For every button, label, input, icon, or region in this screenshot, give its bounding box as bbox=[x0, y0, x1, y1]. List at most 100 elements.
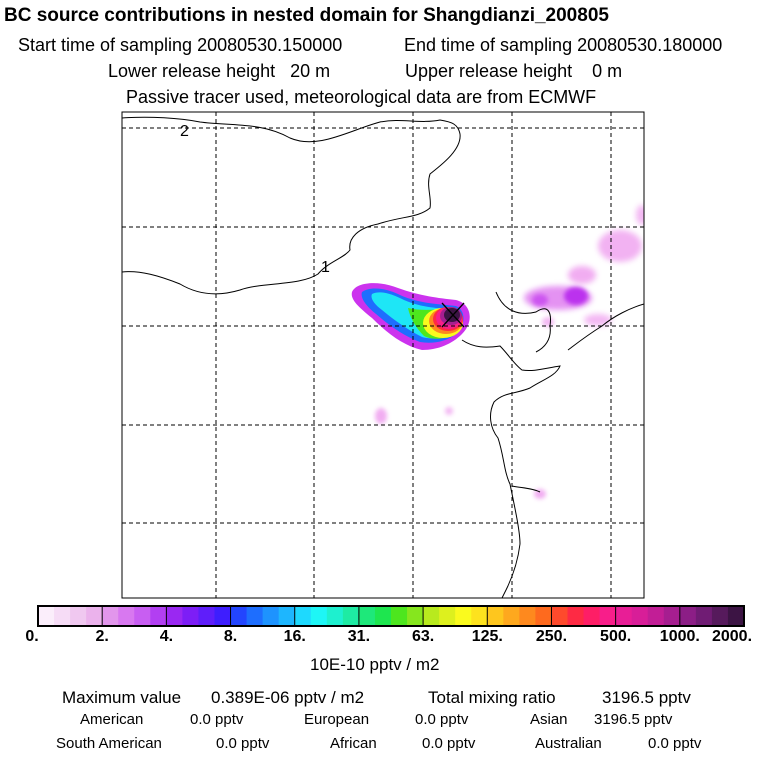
coastline-korea bbox=[567, 303, 644, 351]
colorbar-tick-label: 8. bbox=[223, 628, 238, 645]
colorbar-cell bbox=[198, 606, 215, 626]
region-south-american-label: South American bbox=[56, 735, 162, 752]
colorbar-tick-label: 0. bbox=[25, 628, 39, 645]
colorbar-cell bbox=[711, 606, 729, 626]
tracer-note: Passive tracer used, meteorological data… bbox=[126, 87, 597, 107]
upper-release-label: Upper release height bbox=[405, 61, 573, 81]
colorbar-cell bbox=[150, 606, 167, 626]
colorbar-cell bbox=[663, 606, 681, 626]
colorbar-cell bbox=[262, 606, 280, 626]
colorbar-cell bbox=[567, 606, 585, 626]
max-value: 0.389E-06 pptv / m2 bbox=[211, 688, 365, 707]
plume-patch bbox=[598, 230, 642, 262]
region-australian-value: 0.0 pptv bbox=[648, 735, 702, 752]
receptor-marker bbox=[441, 302, 465, 328]
colorbar-cell bbox=[310, 606, 328, 626]
map-frame bbox=[121, 111, 645, 599]
start-time-value: 20080530.150000 bbox=[197, 35, 343, 55]
coastline-shandong bbox=[461, 339, 561, 598]
colorbar-cell bbox=[86, 606, 103, 626]
end-time-value: 20080530.180000 bbox=[577, 35, 723, 55]
colorbar-tick-label: 250. bbox=[535, 628, 568, 645]
colorbar-cell bbox=[342, 606, 360, 626]
colorbar-cell bbox=[246, 606, 264, 626]
colorbar-cell bbox=[294, 606, 312, 626]
colorbar-cell bbox=[230, 606, 248, 626]
colorbar-cell bbox=[326, 606, 344, 626]
colorbar-cell bbox=[583, 606, 601, 626]
colorbar-frame bbox=[37, 605, 745, 627]
region-european-label: European bbox=[304, 711, 370, 728]
colorbar-cell bbox=[358, 606, 376, 626]
colorbar-cell bbox=[727, 606, 745, 626]
colorbar-cell bbox=[182, 606, 199, 626]
colorbar-tick-label: 1000. bbox=[659, 628, 700, 645]
colorbar-cell bbox=[423, 606, 440, 626]
plume-patch bbox=[568, 266, 596, 284]
colorbar-tick-label: 4. bbox=[159, 628, 174, 645]
colorbar-cell bbox=[439, 606, 456, 626]
start-time: Start time of sampling 20080530.150000 bbox=[18, 36, 342, 54]
colorbar-tick-label: 63. bbox=[411, 628, 435, 645]
colorbar-cell bbox=[38, 606, 55, 626]
colorbar-cell bbox=[391, 606, 408, 626]
total-mixing-value: 3196.5 pptv bbox=[602, 688, 691, 707]
plume-patch bbox=[532, 294, 548, 306]
plume-patch bbox=[375, 408, 387, 424]
map-label-2: 2 bbox=[180, 123, 189, 140]
end-time-label: End time of sampling bbox=[404, 35, 573, 55]
region-south-american-value: 0.0 pptv bbox=[216, 735, 270, 752]
colorbar-cell bbox=[102, 606, 119, 626]
map-gridlines bbox=[122, 112, 644, 598]
plume-patch bbox=[534, 489, 546, 499]
upper-release-height: Upper release height 0 m bbox=[405, 62, 622, 80]
coastline-bohai-north bbox=[495, 291, 551, 353]
colorbar-cell bbox=[118, 606, 135, 626]
colorbar-cell bbox=[647, 606, 665, 626]
colorbar-cell bbox=[599, 606, 617, 626]
colorbar-cell bbox=[695, 606, 713, 626]
colorbar-cell bbox=[54, 606, 71, 626]
region-australian-label: Australian bbox=[535, 735, 602, 752]
colorbar-cell bbox=[487, 606, 504, 626]
chart-title: BC source contributions in nested domain… bbox=[4, 5, 609, 26]
colorbar-cell bbox=[70, 606, 87, 626]
colorbar-cell bbox=[214, 606, 232, 626]
colorbar-cell bbox=[519, 606, 536, 626]
lower-release-value: 20 m bbox=[290, 61, 331, 81]
colorbar-cell bbox=[615, 606, 633, 626]
end-time: End time of sampling 20080530.180000 bbox=[404, 36, 722, 54]
colorbar-tick-label: 31. bbox=[347, 628, 371, 645]
colorbar-cell bbox=[679, 606, 697, 626]
region-asian-label: Asian bbox=[530, 711, 568, 728]
plume-patch bbox=[445, 407, 453, 415]
region-american-value: 0.0 pptv bbox=[190, 711, 244, 728]
colorbar-cell bbox=[631, 606, 649, 626]
plume-patch bbox=[564, 287, 588, 305]
colorbar-tick-label: 500. bbox=[600, 628, 632, 645]
coastlines bbox=[122, 116, 644, 598]
colorbar-cell bbox=[455, 606, 472, 626]
region-european-value: 0.0 pptv bbox=[415, 711, 469, 728]
colorbar-cell bbox=[471, 606, 488, 626]
coastline-border-north bbox=[122, 116, 461, 295]
map-label-1: 1 bbox=[321, 259, 330, 276]
region-asian-value: 3196.5 pptv bbox=[594, 711, 673, 728]
max-value-label: Maximum value bbox=[62, 688, 182, 707]
colorbar-cell bbox=[134, 606, 151, 626]
colorbar-tick-label: 125. bbox=[471, 628, 503, 645]
colorbar-tick-label: 2. bbox=[95, 628, 109, 645]
colorbar-unit-label: 10E-10 pptv / m2 bbox=[310, 655, 440, 674]
region-american-label: American bbox=[80, 711, 144, 728]
plume-northeast bbox=[375, 205, 644, 499]
lower-release-height: Lower release height 20 m bbox=[108, 62, 330, 80]
colorbar-cell bbox=[374, 606, 392, 626]
colorbar-cell bbox=[166, 606, 183, 626]
colorbar-cell bbox=[278, 606, 296, 626]
colorbar-tick-label: 16. bbox=[283, 628, 306, 645]
coastline-island bbox=[511, 485, 541, 493]
region-african-label: African bbox=[330, 735, 377, 752]
colorbar-cell bbox=[407, 606, 424, 626]
plume-patch bbox=[584, 314, 612, 326]
